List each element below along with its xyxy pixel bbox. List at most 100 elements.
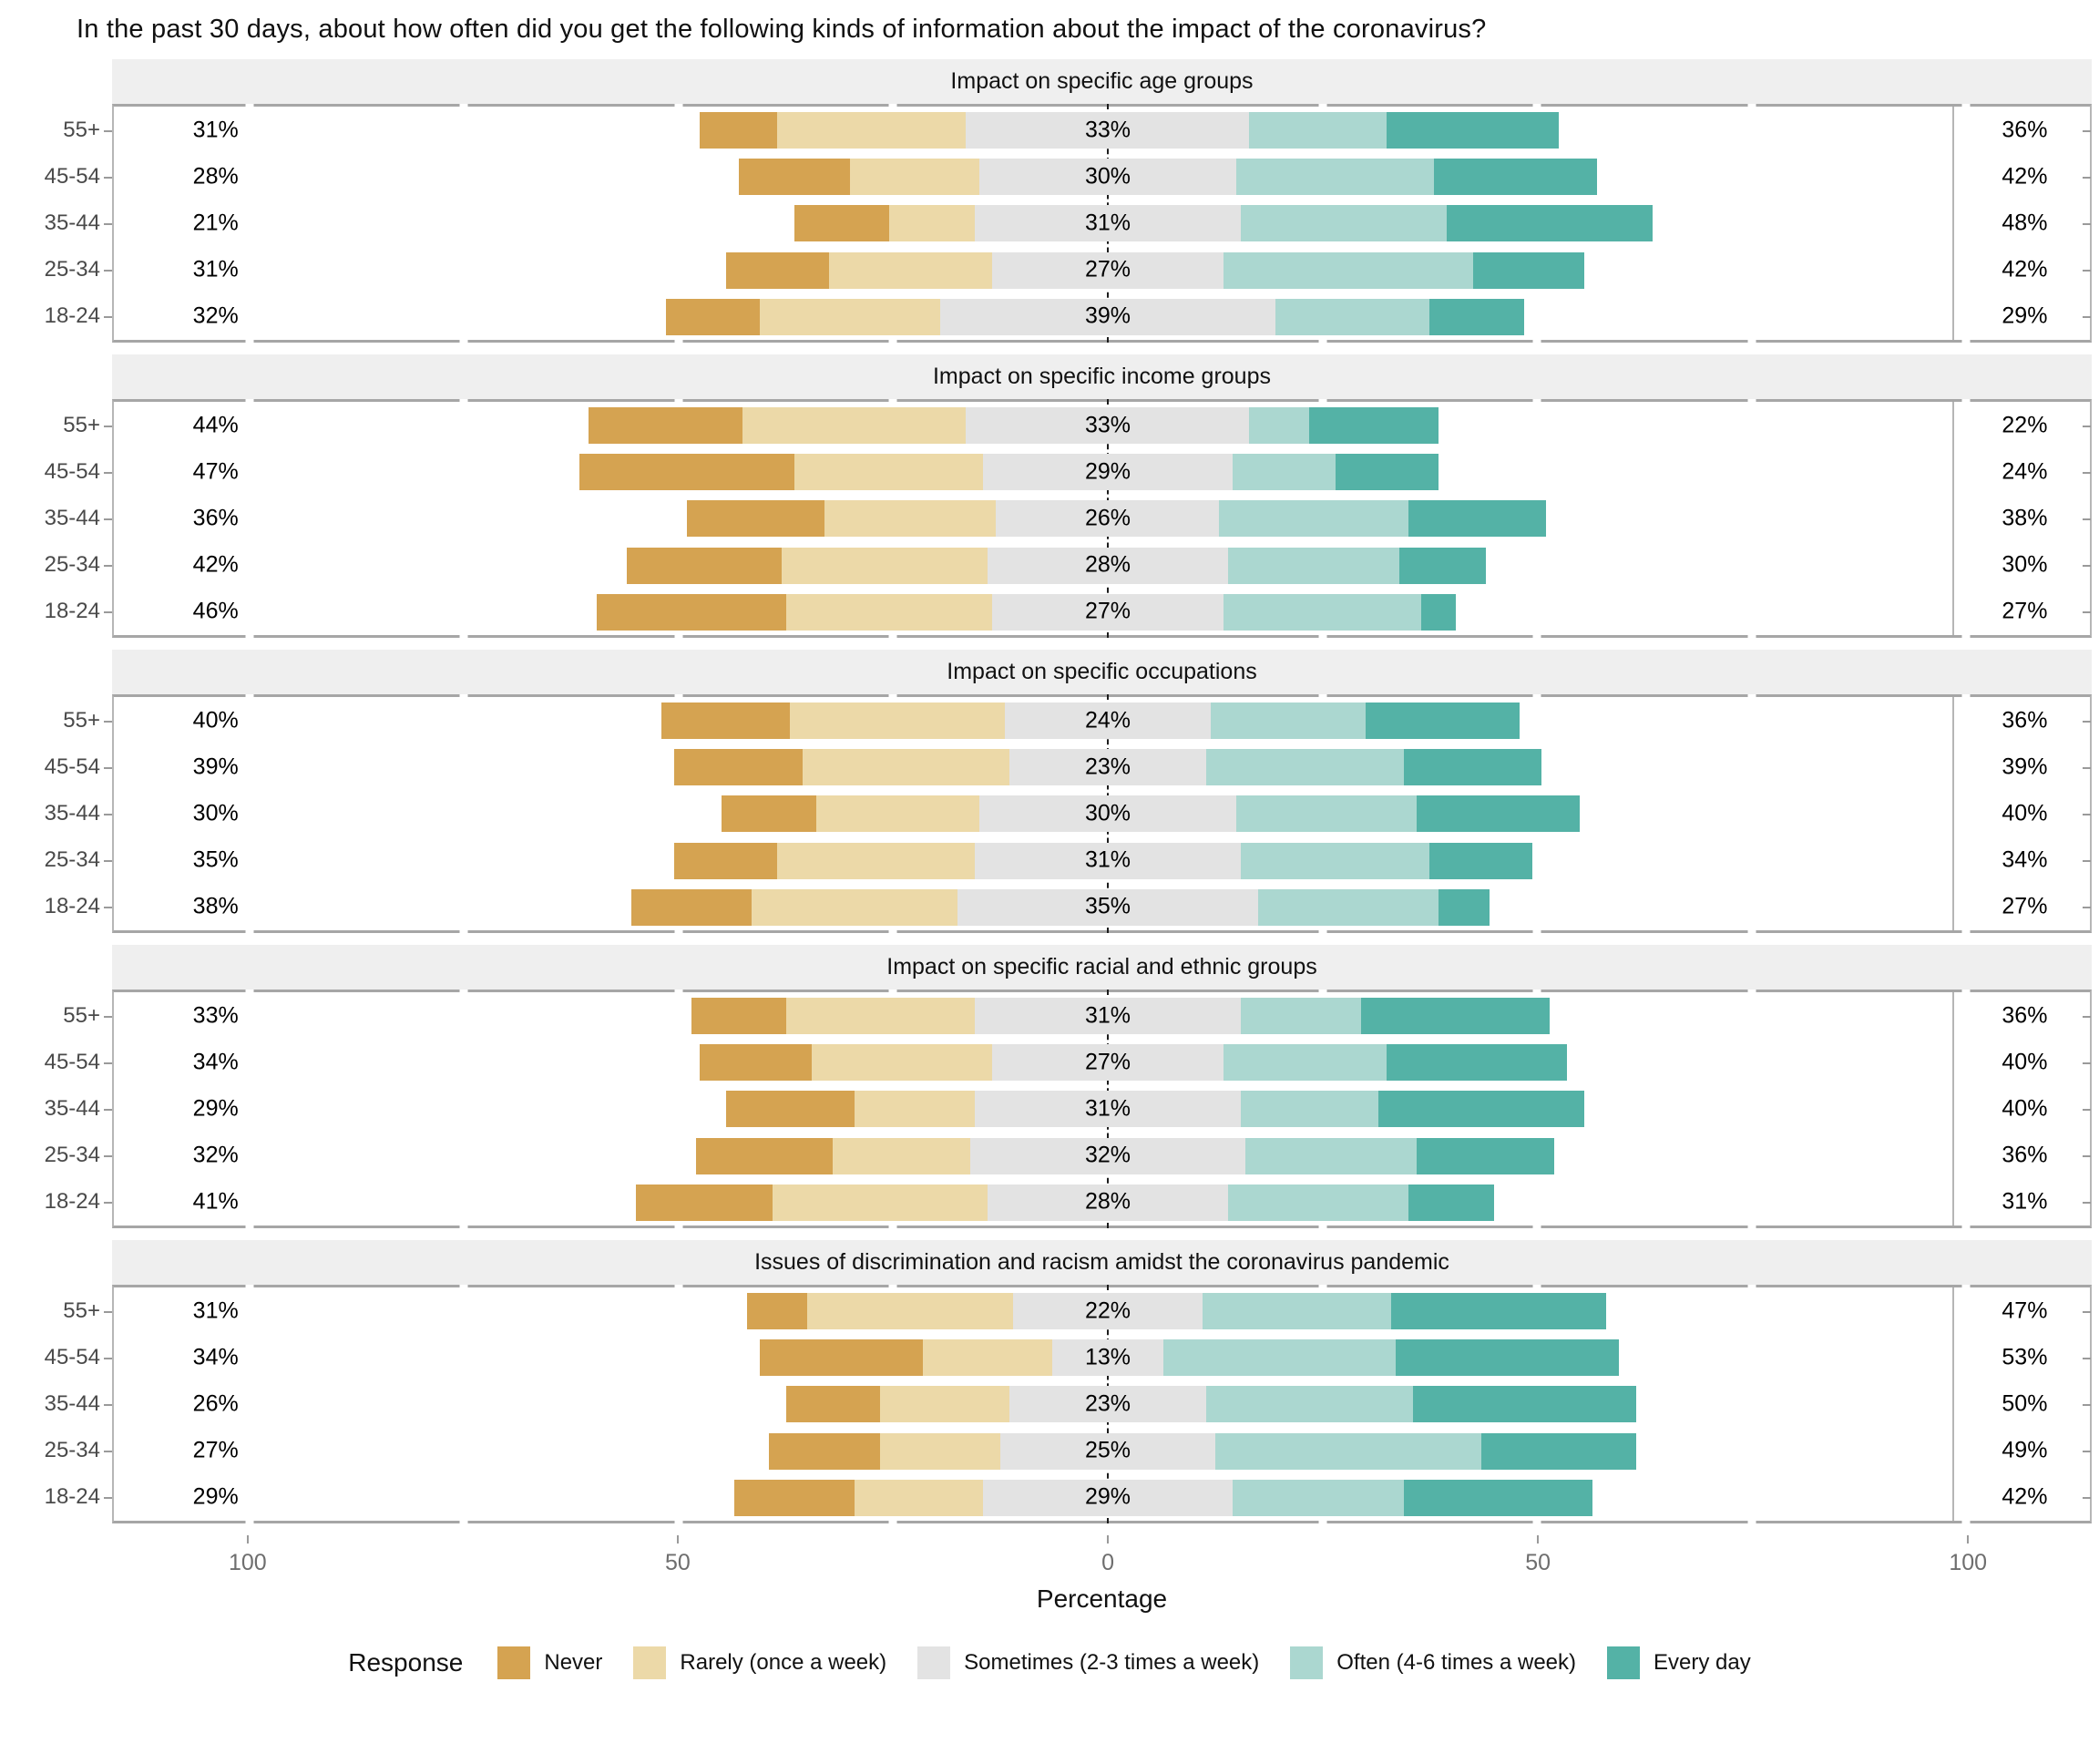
sometimes-label: 25% — [1084, 1437, 1131, 1463]
sometimes-label: 27% — [1084, 256, 1131, 282]
stacked-bar — [660, 703, 1520, 739]
grid-notch — [245, 635, 254, 638]
legend-item: Never — [497, 1646, 602, 1679]
right-axis-line — [1952, 992, 1955, 1226]
right-total-label: 36% — [2002, 707, 2048, 733]
panel-title: Impact on specific occupations — [112, 650, 2092, 694]
sometimes-label: 30% — [1084, 163, 1131, 190]
stacked-bar — [738, 159, 1598, 196]
x-axis-tick-label: 0 — [1101, 1550, 1114, 1575]
right-total-label: 47% — [2002, 1297, 2048, 1324]
bar-segment-sometimes — [974, 205, 1242, 242]
stacked-bar — [579, 454, 1439, 491]
grid-notch — [245, 990, 254, 992]
bar-segment-sometimes — [991, 1044, 1224, 1082]
grid-notch — [674, 1521, 683, 1523]
y-axis-tick-right — [2083, 611, 2091, 614]
bar-segment-every-day — [1480, 1432, 1636, 1470]
y-axis-tick-right — [2083, 766, 2091, 769]
y-axis-tick-right — [2083, 1404, 2091, 1406]
bar-segment-often — [1241, 998, 1361, 1034]
y-axis-tick-right — [2083, 720, 2091, 723]
right-total-label: 50% — [2002, 1390, 2048, 1417]
y-axis-label: 35-44 — [44, 801, 100, 826]
grid-notch — [459, 990, 468, 992]
bar-segment-rarely — [850, 159, 979, 196]
grid-notch — [888, 340, 897, 343]
bar-segment-sometimes — [978, 795, 1237, 833]
y-axis-tick — [104, 1357, 112, 1359]
bar-segment-often — [1224, 1044, 1387, 1082]
bar-segment-every-day — [1429, 298, 1525, 335]
legend-swatch-often — [1290, 1646, 1324, 1679]
stacked-bar — [725, 1091, 1585, 1128]
y-axis-tick — [104, 611, 112, 614]
bar-segment-never — [768, 1432, 881, 1470]
left-total-label: 21% — [192, 210, 239, 236]
right-total-label: 36% — [2002, 117, 2048, 143]
x-axis-tick — [1107, 1535, 1110, 1544]
grid-notch — [1961, 1285, 1971, 1287]
bar-segment-often — [1232, 1479, 1405, 1516]
bar-segment-sometimes — [991, 593, 1224, 631]
bar-segment-every-day — [1404, 749, 1541, 786]
bar-segment-never — [579, 454, 794, 491]
y-axis-label: 45-54 — [44, 1049, 100, 1074]
x-axis-tick-labels: 100 50 0 50 100 — [112, 1548, 2092, 1579]
bar-segment-every-day — [1335, 454, 1439, 491]
left-total-label: 41% — [192, 1188, 239, 1215]
y-axis-label: 55+ — [63, 707, 100, 733]
bar-segment-rarely — [923, 1339, 1052, 1377]
sometimes-label: 33% — [1084, 117, 1131, 143]
bar-segment-rarely — [854, 1091, 975, 1128]
panel-plot-area: 55+ 33% 31% 36% 45-54 34% 27% 40% 35-44 29% 31% 40%… — [45, 990, 2092, 1228]
grid-notch — [459, 1521, 468, 1523]
legend-item-label: Rarely (once a week) — [680, 1650, 887, 1675]
bar-row: 55+ 31% 33% 36% — [63, 107, 2091, 153]
bar-segment-never — [721, 795, 816, 833]
grid-notch — [1532, 1521, 1541, 1523]
bar-segment-rarely — [811, 1044, 992, 1082]
y-axis-tick-right — [2083, 1451, 2091, 1453]
bar-segment-often — [1241, 205, 1448, 242]
y-axis-tick-right — [2083, 814, 2091, 815]
y-axis-tick-right — [2083, 1497, 2091, 1500]
panel-1: Impact on specific age groups 55+ 31% 33% 36… — [45, 59, 2092, 343]
bar-segment-often — [1227, 547, 1400, 584]
bar-segment-rarely — [794, 454, 984, 491]
y-axis-label: 35-44 — [44, 210, 100, 235]
y-axis-label: 55+ — [63, 412, 100, 437]
y-axis-label: 25-34 — [44, 847, 100, 873]
bar-segment-often — [1224, 593, 1421, 631]
grid-notch — [674, 635, 683, 638]
legend: Response Never Rarely (once a week) Someti… — [0, 1646, 2099, 1679]
bar-segment-every-day — [1365, 703, 1520, 739]
bar-row: 25-34 32% 32% 36% — [45, 1133, 2091, 1179]
y-axis-label: 55+ — [63, 1297, 100, 1323]
bar-segment-every-day — [1434, 159, 1598, 196]
x-axis-ticks — [112, 1535, 2092, 1548]
y-axis-tick-right — [2083, 1357, 2091, 1359]
grid-notch — [459, 1285, 468, 1287]
grid-notch — [1747, 399, 1756, 402]
y-axis-tick-right — [2083, 1061, 2091, 1064]
bar-segment-often — [1202, 1293, 1391, 1329]
stacked-bar — [635, 1184, 1495, 1221]
y-axis-label: 18-24 — [44, 1189, 100, 1215]
grid-notch — [674, 694, 683, 697]
grid-notch — [245, 340, 254, 343]
grid-notch — [674, 930, 683, 933]
panel-title: Impact on specific income groups — [112, 354, 2092, 399]
x-axis-tick-label: 100 — [228, 1550, 267, 1575]
grid-notch — [1318, 1521, 1327, 1523]
grid-notch — [1747, 694, 1756, 697]
right-total-label: 42% — [2002, 256, 2048, 282]
bar-segment-often — [1219, 500, 1408, 538]
left-total-label: 27% — [192, 1437, 239, 1463]
y-axis-tick — [104, 471, 112, 474]
bar-row: 45-54 34% 27% 40% — [45, 1039, 2091, 1085]
y-axis-tick-right — [2083, 471, 2091, 474]
panel-plot-area: 55+ 31% 33% 36% 45-54 28% 30% 42% 35-44 21% 31% 48%… — [45, 104, 2092, 343]
bar-segment-rarely — [790, 703, 1005, 739]
bar-segment-often — [1241, 842, 1430, 879]
